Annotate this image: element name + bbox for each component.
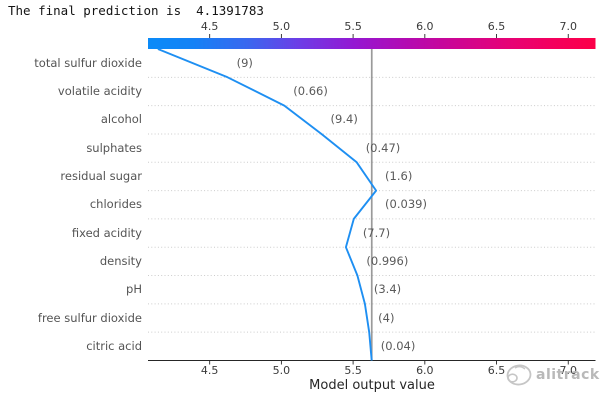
feature-value-annotation: (0.66) (293, 83, 328, 98)
feature-value-annotation: (1.6) (385, 168, 413, 183)
x-tick-label-bottom: 6.5 (487, 364, 506, 377)
feature-value-annotation: (0.47) (365, 140, 401, 155)
feature-label: free sulfur dioxide (37, 310, 142, 325)
feature-value-annotation: (9.4) (330, 112, 358, 127)
x-tick-label-top: 6.0 (416, 19, 434, 33)
feature-value-annotation: (9) (236, 55, 253, 70)
x-tick-label-bottom: 7.0 (559, 364, 577, 377)
watermark-logo-icon (506, 364, 532, 386)
colorbar-gradient (148, 38, 596, 49)
feature-label: sulphates (86, 140, 142, 155)
feature-label: density (99, 253, 142, 268)
feature-value-annotation: (7.7) (362, 225, 391, 240)
feature-label: volatile acidity (57, 83, 142, 98)
feature-value-annotation: (4) (378, 310, 395, 325)
feature-value-annotation: (0.039) (385, 197, 427, 212)
feature-label: citric acid (86, 338, 142, 353)
x-tick-label-bottom: 5.5 (344, 364, 362, 377)
x-tick-label-top: 4.5 (200, 19, 219, 33)
x-tick-label-bottom: 4.5 (200, 364, 219, 377)
feature-label: fixed acidity (71, 225, 142, 240)
feature-label: alcohol (100, 112, 142, 127)
x-tick-label-bottom: 5.0 (272, 364, 291, 377)
feature-label: total sulfur dioxide (34, 55, 142, 70)
plot-title: The final prediction is 4.1391783 (8, 3, 264, 18)
x-tick-label-top: 5.0 (272, 19, 291, 33)
decision-path-line (157, 48, 378, 361)
x-axis-label: Model output value (309, 378, 435, 393)
x-tick-label-bottom: 6.0 (416, 364, 434, 377)
feature-label: residual sugar (60, 168, 142, 183)
watermark-text: alitrack (536, 367, 600, 383)
x-tick-label-top: 6.5 (487, 19, 506, 33)
feature-label: pH (126, 282, 142, 297)
x-tick-label-top: 5.5 (344, 19, 362, 33)
feature-value-annotation: (3.4) (373, 282, 402, 297)
x-tick-label-top: 7.0 (559, 19, 577, 33)
feature-label: chlorides (89, 197, 142, 212)
watermark: alitrack (503, 362, 600, 388)
feature-value-annotation: (0.996) (366, 253, 409, 268)
feature-value-annotation: (0.04) (380, 338, 416, 353)
